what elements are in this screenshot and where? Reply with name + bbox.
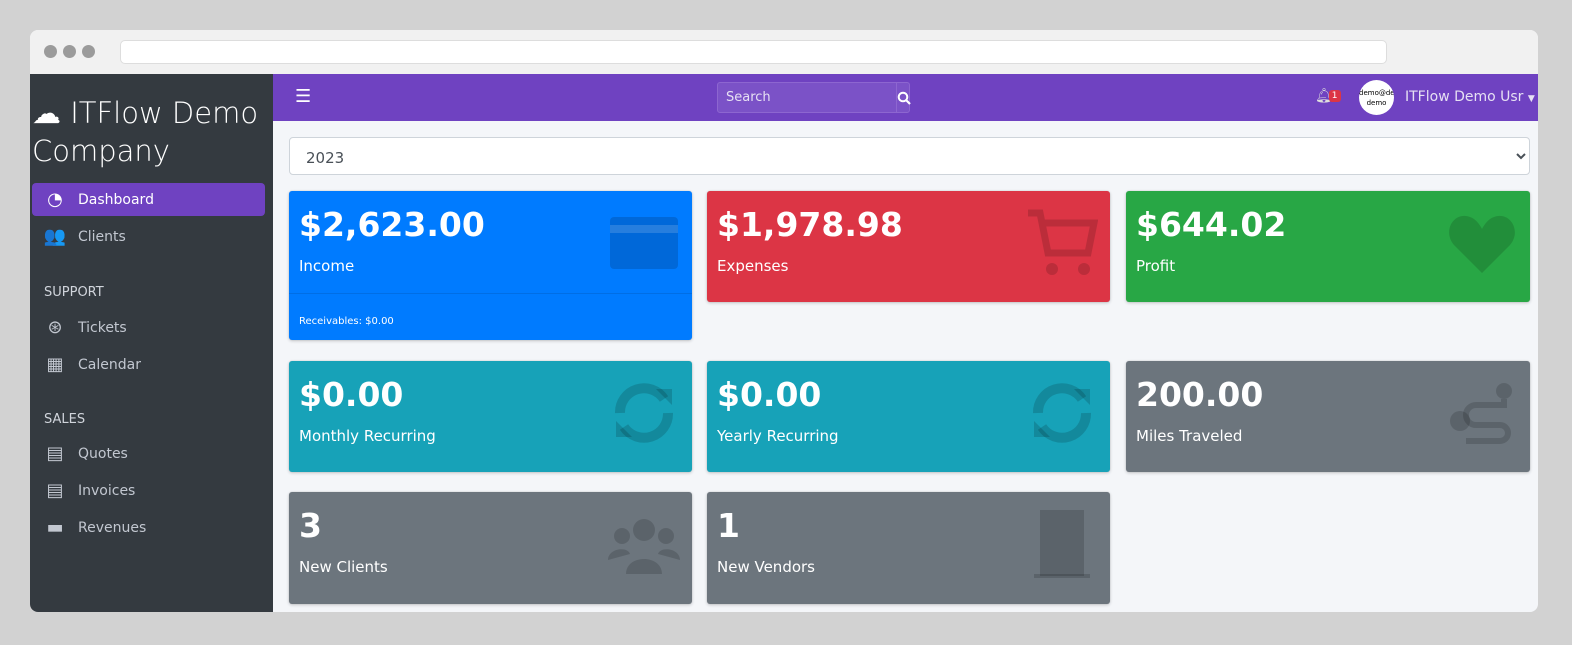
card-value: 200.00 [1136,375,1264,414]
card-label: New Clients [299,558,388,576]
credit-card-icon: ▬ [46,517,64,538]
card-value: $0.00 [717,375,822,414]
top-navbar: ☰ 🔔︎1 demo@demo demo ITFlow Demo Usr ▼ [273,74,1538,121]
section-header-support: SUPPORT [44,285,104,300]
file-icon: ▤ [46,443,64,464]
card-profit[interactable]: $644.02 Profit [1126,191,1530,302]
card-value: $2,623.00 [299,205,485,244]
search-button[interactable] [896,83,911,112]
menu-toggle-icon[interactable]: ☰ [295,86,312,107]
sidebar-item-clients[interactable]: 👥 Clients [32,220,265,253]
bell-icon: 🔔︎ [1315,88,1333,104]
sidebar-item-calendar[interactable]: ▦ Calendar [32,348,265,381]
users-icon: 👥 [43,226,67,247]
card-income[interactable]: $2,623.00 Income Receivables: $0.00 [289,191,692,340]
sync-icon [615,383,673,443]
card-label: Income [299,257,355,275]
card-label: Expenses [717,257,789,275]
sidebar-item-quotes[interactable]: ▤ Quotes [32,437,265,470]
card-label: Monthly Recurring [299,427,436,445]
card-value: 3 [299,506,322,545]
caret-down-icon: ▼ [1527,94,1535,104]
card-value: $644.02 [1136,205,1287,244]
card-miles-traveled[interactable]: 200.00 Miles Traveled [1126,361,1530,472]
brand[interactable]: ☁ ITFlow Demo Company [32,96,259,168]
address-bar[interactable] [120,40,1387,64]
route-icon [1450,383,1512,444]
card-new-clients[interactable]: 3 New Clients [289,492,692,604]
calendar-icon: ▦ [46,354,64,375]
card-label: New Vendors [717,558,815,576]
card-footer: Receivables: $0.00 [289,293,692,340]
browser-chrome [30,30,1538,74]
card-new-vendors[interactable]: 1 New Vendors [707,492,1110,604]
user-menu[interactable]: ITFlow Demo Usr ▼ [1405,89,1535,105]
browser-window: ☁ ITFlow Demo Company ◔ Dashboard 👥 Client… [30,30,1538,612]
search-icon [897,91,911,105]
life-ring-icon: ⊛ [47,317,63,338]
card-label: Profit [1136,257,1176,275]
credit-card-icon [610,217,678,269]
year-select[interactable]: 2023 [289,137,1530,175]
search-form [717,82,911,113]
sidebar-item-dashboard[interactable]: ◔ Dashboard [32,183,265,216]
card-value: $1,978.98 [717,205,903,244]
notifications-button[interactable]: 🔔︎1 [1315,88,1345,104]
card-value: $0.00 [299,375,404,414]
card-monthly-recurring[interactable]: $0.00 Monthly Recurring [289,361,692,472]
card-label: Yearly Recurring [717,427,839,445]
section-header-sales: SALES [44,412,86,427]
card-yearly-recurring[interactable]: $0.00 Yearly Recurring [707,361,1110,472]
tachometer-icon: ◔ [47,189,63,210]
file-invoice-dollar-icon: ▤ [46,480,64,501]
card-value: 1 [717,506,740,545]
avatar[interactable]: demo@demo demo [1359,80,1394,115]
card-expenses[interactable]: $1,978.98 Expenses [707,191,1110,302]
sidebar-item-revenues[interactable]: ▬ Revenues [32,511,265,544]
sidebar-item-tickets[interactable]: ⊛ Tickets [32,311,265,344]
minimize-dot[interactable] [63,45,76,58]
building-icon [1034,510,1090,578]
sidebar-item-invoices[interactable]: ▤ Invoices [32,474,265,507]
sync-icon [1033,383,1091,443]
search-input[interactable] [718,83,896,112]
sidebar: ☁ ITFlow Demo Company ◔ Dashboard 👥 Client… [30,74,273,612]
heart-icon [1449,215,1515,273]
shopping-cart-icon [1028,209,1098,275]
close-dot[interactable] [44,45,57,58]
users-icon [608,519,680,574]
notification-badge: 1 [1328,90,1341,102]
cloud-icon: ☁ [32,96,61,130]
maximize-dot[interactable] [82,45,95,58]
card-label: Miles Traveled [1136,427,1243,445]
